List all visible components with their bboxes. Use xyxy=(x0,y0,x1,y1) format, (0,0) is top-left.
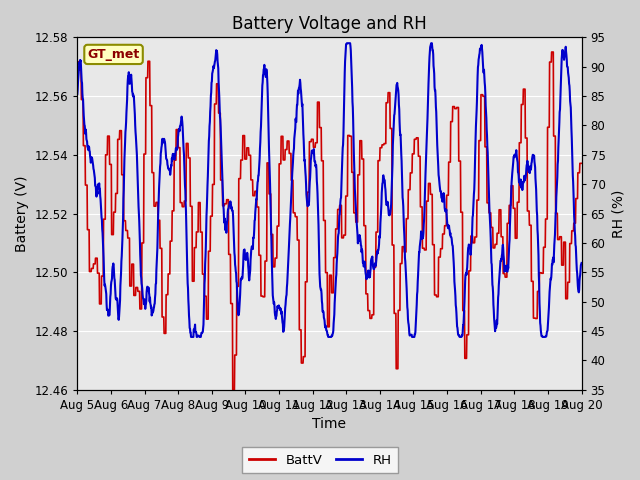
Text: GT_met: GT_met xyxy=(88,48,140,61)
Legend: BattV, RH: BattV, RH xyxy=(242,447,398,473)
Title: Battery Voltage and RH: Battery Voltage and RH xyxy=(232,15,427,33)
Y-axis label: Battery (V): Battery (V) xyxy=(15,175,29,252)
Y-axis label: RH (%): RH (%) xyxy=(611,190,625,238)
X-axis label: Time: Time xyxy=(312,418,346,432)
